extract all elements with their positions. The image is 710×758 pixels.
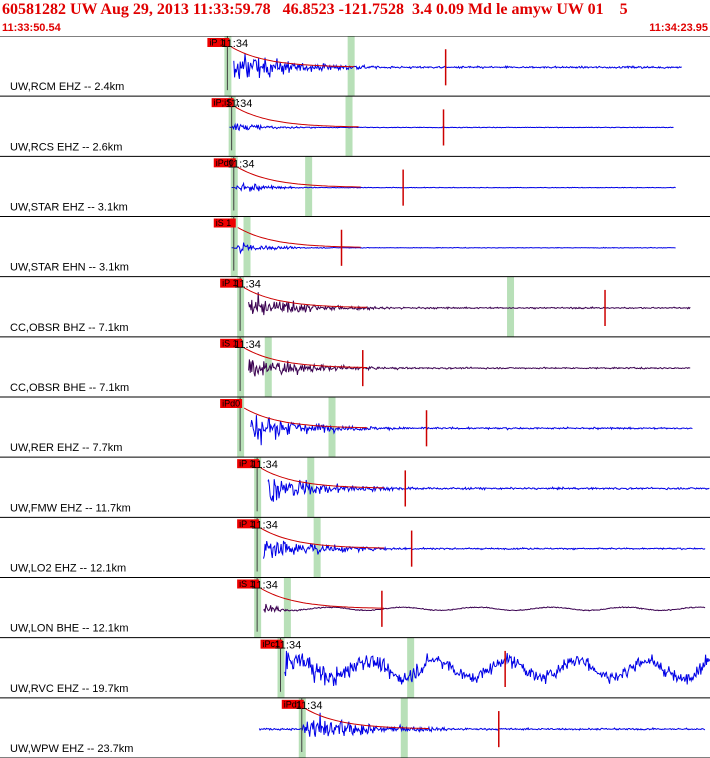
waveform-8 <box>263 540 706 559</box>
clock-label-10: 11:34 <box>275 640 302 652</box>
pick-label-9: iS 1 <box>239 579 255 589</box>
pick-label-6: iPd0 <box>222 399 240 409</box>
pick-label-8: iP 1 <box>239 519 254 529</box>
s-window-3 <box>243 216 251 277</box>
pick-flag-0 <box>207 38 230 47</box>
clock-label-7: 11:34 <box>251 459 278 471</box>
trace-label-11: UW,WPW EHZ -- 23.7km <box>10 743 133 755</box>
trace-label-6: UW,RER EHZ -- 7.7km <box>10 442 122 454</box>
coda-fit-6 <box>243 407 368 429</box>
coda-fit-3 <box>237 227 361 248</box>
waveform-9 <box>263 603 706 613</box>
clock-label-4: 11:34 <box>234 279 261 291</box>
trace-label-3: UW,STAR EHN -- 3.1km <box>10 262 129 274</box>
s-window-2 <box>305 156 313 217</box>
clock-label-0: 11:34 <box>221 38 248 50</box>
waveform-0 <box>233 54 682 79</box>
s-window-10 <box>407 637 415 698</box>
clock-label-1: 11:34 <box>226 98 253 110</box>
waveform-4 <box>248 292 691 316</box>
pick-label-3: iS 1 <box>216 218 232 228</box>
pick-flag-10 <box>260 639 283 649</box>
coda-fit-2 <box>237 166 361 188</box>
clock-label-8: 11:34 <box>251 519 278 531</box>
trace-label-8: UW,LO2 EHZ -- 12.1km <box>10 563 126 575</box>
pick-label-5: iS 1 <box>222 338 238 348</box>
trace-label-2: UW,STAR EHZ -- 3.1km <box>10 202 128 214</box>
pick-label-2: iPd0 <box>216 158 234 168</box>
trace-label-7: UW,FMW EHZ -- 11.7km <box>10 502 131 514</box>
waveform-1 <box>229 122 674 132</box>
s-window-0 <box>347 36 355 97</box>
coda-fit-9 <box>260 588 385 609</box>
coda-fit-4 <box>243 287 368 308</box>
waveform-11 <box>258 712 706 737</box>
clock-label-11: 11:34 <box>296 700 323 712</box>
coda-fit-5 <box>243 347 368 368</box>
pick-flag-2 <box>213 158 236 168</box>
pick-flag-7 <box>237 459 260 469</box>
pick-flag-3 <box>213 218 236 228</box>
s-window-5 <box>264 336 272 397</box>
s-window-7 <box>307 457 315 518</box>
pick-label-4: iP 1 <box>222 278 237 288</box>
trace-label-4: CC,OBSR BHZ -- 7.1km <box>10 322 129 334</box>
pick-label-10: iPc1 <box>263 639 281 649</box>
pick-flag-11 <box>281 699 304 709</box>
trace-label-0: UW,RCM EHZ -- 2.4km <box>10 81 124 93</box>
pick-label-1: iP;iS 1 <box>214 98 240 108</box>
trace-label-5: CC,OBSR BHE -- 7.1km <box>10 382 129 394</box>
waveform-7 <box>267 478 710 502</box>
pick-flag-4 <box>220 278 243 288</box>
trace-label-9: UW,LON BHE -- 12.1km <box>10 623 129 635</box>
pick-flag-5 <box>220 338 243 348</box>
pick-flag-8 <box>237 519 260 529</box>
s-window-9 <box>283 577 291 638</box>
waveform-5 <box>248 359 691 377</box>
coda-fit-0 <box>231 46 355 68</box>
trace-label-10: UW,RVC EHZ -- 19.7km <box>10 683 128 695</box>
window-start-time: 11:33:50.54 <box>2 22 61 34</box>
pick-flag-6 <box>220 399 243 408</box>
coda-fit-11 <box>305 708 429 729</box>
clock-label-9: 11:34 <box>251 580 278 592</box>
waveform-10 <box>284 650 710 687</box>
waveform-6 <box>250 415 693 446</box>
clock-label-5: 11:34 <box>234 339 261 351</box>
pick-flag-1 <box>211 98 234 108</box>
event-summary-title: 60581282 UW Aug 29, 2013 11:33:59.78 46.… <box>2 1 628 18</box>
waveform-3 <box>231 242 676 255</box>
coda-fit-7 <box>260 467 385 489</box>
pick-label-11: iPd1 <box>284 699 302 709</box>
coda-fit-1 <box>235 106 359 128</box>
trace-label-1: UW,RCS EHZ -- 2.6km <box>10 141 122 153</box>
window-end-time: 11:34:23.95 <box>649 22 708 34</box>
clock-label-2: 11:34 <box>228 158 255 170</box>
s-window-8 <box>313 517 321 578</box>
pick-label-0: iP 1 <box>209 38 224 48</box>
pick-flag-9 <box>237 579 260 589</box>
pick-label-7: iP 1 <box>239 459 254 469</box>
coda-fit-8 <box>260 527 385 549</box>
s-window-4 <box>507 276 515 337</box>
waveform-2 <box>231 181 676 192</box>
